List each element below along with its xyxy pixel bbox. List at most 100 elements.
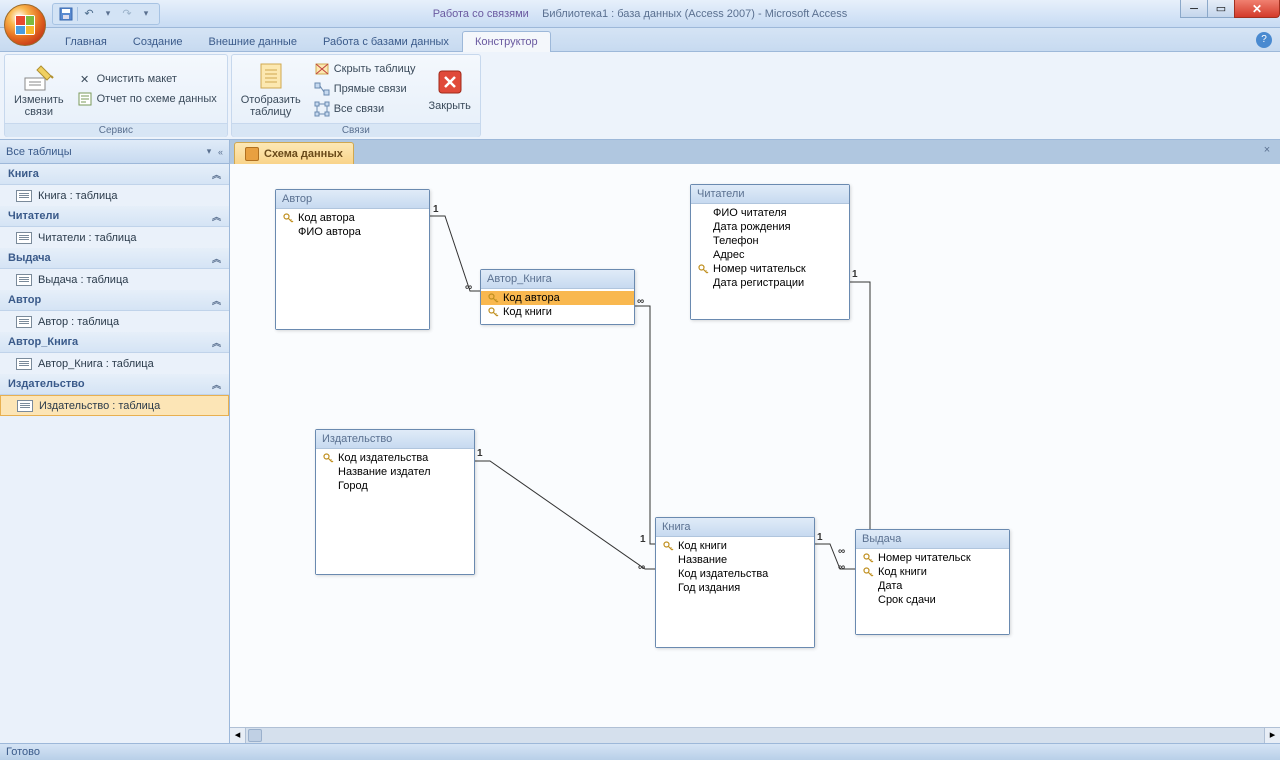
- nav-item[interactable]: Выдача : таблица: [0, 269, 229, 290]
- show-table-button[interactable]: Отобразить таблицу: [235, 58, 307, 120]
- office-button[interactable]: [4, 4, 46, 46]
- nav-collapse-icon[interactable]: «: [218, 147, 223, 157]
- tab-design[interactable]: Конструктор: [462, 31, 551, 52]
- collapse-icon[interactable]: ︽: [212, 252, 221, 265]
- field-name: Код издательства: [338, 452, 428, 464]
- tab-schema[interactable]: Схема данных: [234, 142, 354, 164]
- field-name: Дата рождения: [713, 221, 791, 233]
- field-name: ФИО читателя: [713, 207, 787, 219]
- minimize-button[interactable]: ─: [1180, 0, 1208, 18]
- table-field[interactable]: Код издательства: [656, 567, 814, 581]
- nav-group-Книга[interactable]: Книга︽: [0, 164, 229, 185]
- scroll-thumb[interactable]: [248, 729, 262, 742]
- table-field[interactable]: Срок сдачи: [856, 593, 1009, 607]
- cardinality-label: 1: [817, 532, 823, 543]
- direct-relations-button[interactable]: Прямые связи: [311, 80, 419, 98]
- table-field[interactable]: Телефон: [691, 234, 849, 248]
- table-header[interactable]: Книга: [656, 518, 814, 537]
- table-field[interactable]: Номер читательск: [856, 551, 1009, 565]
- cardinality-label: ∞: [838, 546, 845, 557]
- table-header[interactable]: Автор_Книга: [481, 270, 634, 289]
- clear-layout-button[interactable]: ✕Очистить макет: [74, 70, 220, 88]
- key-icon: [662, 554, 674, 566]
- tab-database-tools[interactable]: Работа с базами данных: [310, 31, 462, 52]
- cardinality-label: ∞: [637, 296, 644, 307]
- undo-dropdown-icon[interactable]: ▾: [100, 6, 116, 22]
- table-field[interactable]: Код автора: [276, 211, 429, 225]
- table-avtor_kniga[interactable]: Автор_Книга Код автораКод книги: [480, 269, 635, 325]
- table-field[interactable]: ФИО читателя: [691, 206, 849, 220]
- help-icon[interactable]: ?: [1256, 32, 1272, 48]
- table-chitateli[interactable]: Читатели ФИО читателя Дата рожденияТелефон…: [690, 184, 850, 320]
- table-header[interactable]: Читатели: [691, 185, 849, 204]
- collapse-icon[interactable]: ︽: [212, 210, 221, 223]
- table-field[interactable]: Код книги: [481, 305, 634, 319]
- field-name: Номер читательск: [878, 552, 971, 564]
- table-field[interactable]: Дата регистрации: [691, 276, 849, 290]
- table-avtor[interactable]: Автор Код автораФИО автора: [275, 189, 430, 330]
- table-vydacha[interactable]: Выдача Номер читательскКод книгиДатаСрок …: [855, 529, 1010, 635]
- nav-item[interactable]: Книга : таблица: [0, 185, 229, 206]
- nav-group-Автор_Книга[interactable]: Автор_Книга︽: [0, 332, 229, 353]
- close-tab-icon[interactable]: ×: [1260, 144, 1274, 158]
- table-field[interactable]: Номер читательск: [691, 262, 849, 276]
- qat-customize-icon[interactable]: ▾: [138, 6, 154, 22]
- nav-group-Читатели[interactable]: Читатели︽: [0, 206, 229, 227]
- nav-item[interactable]: Автор_Книга : таблица: [0, 353, 229, 374]
- edit-relationships-button[interactable]: Изменить связи: [8, 58, 70, 120]
- cardinality-label: 1: [477, 448, 483, 459]
- table-field[interactable]: Код автора: [481, 291, 634, 305]
- table-field[interactable]: Код книги: [856, 565, 1009, 579]
- key-icon: [282, 226, 294, 238]
- table-field[interactable]: Дата: [856, 579, 1009, 593]
- collapse-icon[interactable]: ︽: [212, 378, 221, 391]
- tab-home[interactable]: Главная: [52, 31, 120, 52]
- nav-item[interactable]: Читатели : таблица: [0, 227, 229, 248]
- close-relations-button[interactable]: Закрыть: [423, 58, 477, 120]
- window-title: Работа со связями Библиотека1 : база дан…: [0, 6, 1280, 20]
- table-izdatelstvo[interactable]: Издательство Код издательстваНазвание изд…: [315, 429, 475, 575]
- nav-header[interactable]: Все таблицы ▾ «: [0, 140, 229, 164]
- nav-group-Выдача[interactable]: Выдача︽: [0, 248, 229, 269]
- table-header[interactable]: Издательство: [316, 430, 474, 449]
- horizontal-scrollbar[interactable]: ◂ ▸: [230, 727, 1280, 743]
- tab-external-data[interactable]: Внешние данные: [196, 31, 310, 52]
- close-button[interactable]: ✕: [1234, 0, 1280, 18]
- maximize-button[interactable]: ▭: [1207, 0, 1235, 18]
- collapse-icon[interactable]: ︽: [212, 168, 221, 181]
- cardinality-label: 1: [852, 269, 858, 280]
- relationship-canvas[interactable]: АвторКод автораФИО автораАвтор_КнигаКод …: [230, 164, 1280, 727]
- clear-layout-icon: ✕: [77, 71, 93, 87]
- table-field[interactable]: Название: [656, 553, 814, 567]
- table-field[interactable]: Город: [316, 479, 474, 493]
- nav-item[interactable]: Издательство : таблица: [0, 395, 229, 416]
- nav-item-label: Книга : таблица: [38, 190, 118, 202]
- table-icon: [16, 316, 32, 328]
- table-field[interactable]: Название издател: [316, 465, 474, 479]
- tab-create[interactable]: Создание: [120, 31, 196, 52]
- hide-table-button[interactable]: Скрыть таблицу: [311, 60, 419, 78]
- nav-dropdown-icon[interactable]: ▾: [207, 146, 212, 157]
- all-relations-button[interactable]: Все связи: [311, 100, 419, 118]
- table-field[interactable]: Дата рождения: [691, 220, 849, 234]
- table-header[interactable]: Автор: [276, 190, 429, 209]
- scroll-right-icon[interactable]: ▸: [1264, 728, 1280, 743]
- relationship-report-button[interactable]: Отчет по схеме данных: [74, 90, 220, 108]
- nav-item[interactable]: Автор : таблица: [0, 311, 229, 332]
- redo-icon[interactable]: ↷: [119, 6, 135, 22]
- table-field[interactable]: ФИО автора: [276, 225, 429, 239]
- save-icon[interactable]: [58, 6, 74, 22]
- table-field[interactable]: Адрес: [691, 248, 849, 262]
- field-name: Город: [338, 480, 368, 492]
- table-field[interactable]: Код издательства: [316, 451, 474, 465]
- undo-icon[interactable]: ↶: [81, 6, 97, 22]
- table-kniga[interactable]: Книга Код книгиНазваниеКод издательстваГо…: [655, 517, 815, 648]
- table-field[interactable]: Код книги: [656, 539, 814, 553]
- nav-group-Издательство[interactable]: Издательство︽: [0, 374, 229, 395]
- nav-group-Автор[interactable]: Автор︽: [0, 290, 229, 311]
- collapse-icon[interactable]: ︽: [212, 336, 221, 349]
- table-header[interactable]: Выдача: [856, 530, 1009, 549]
- scroll-left-icon[interactable]: ◂: [230, 728, 246, 743]
- table-field[interactable]: Год издания: [656, 581, 814, 595]
- collapse-icon[interactable]: ︽: [212, 294, 221, 307]
